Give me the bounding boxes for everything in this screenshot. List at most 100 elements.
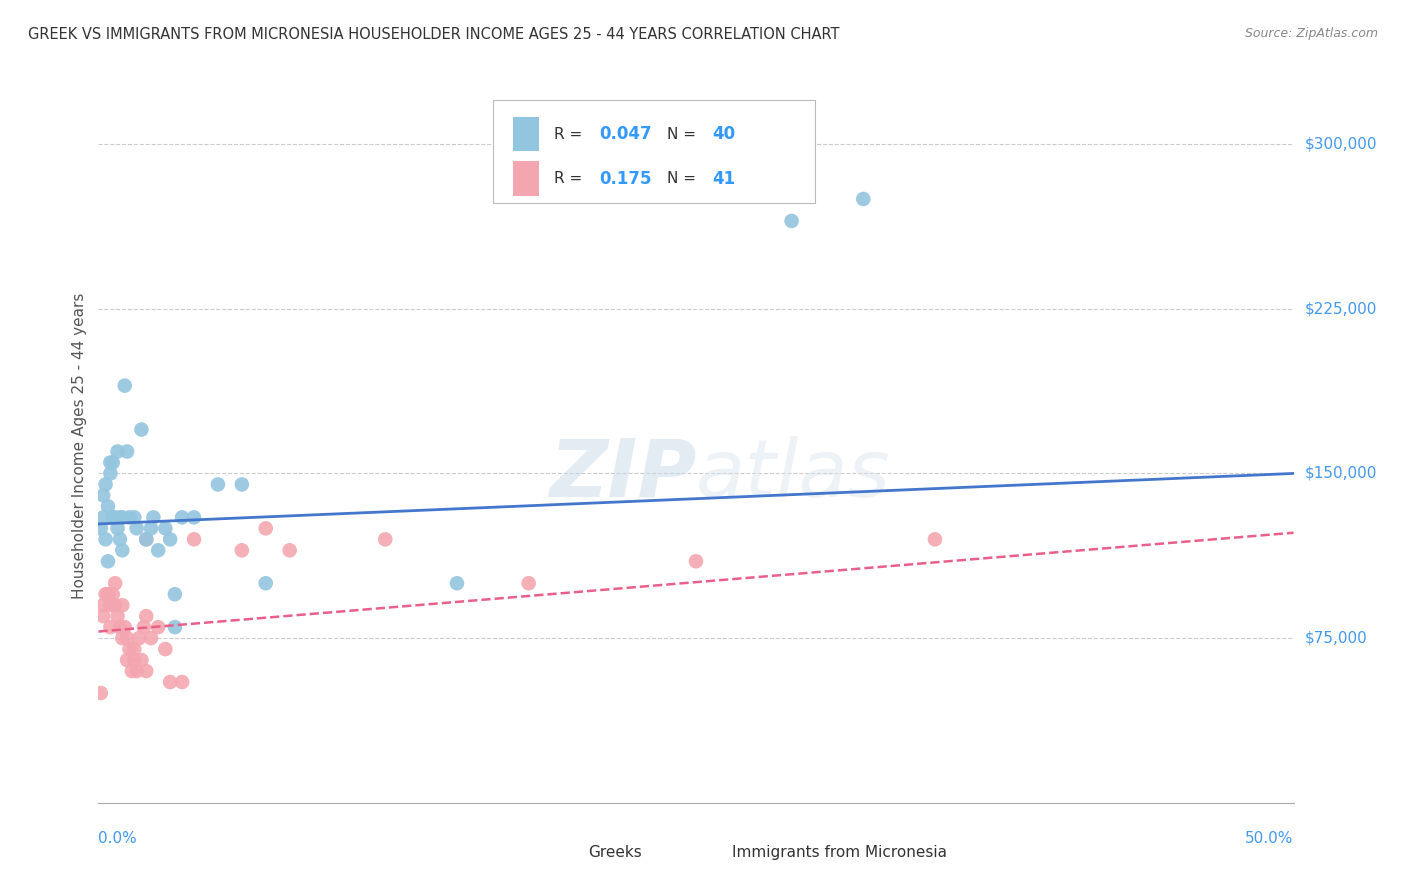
Point — [124, 642, 146, 657]
Point — [94, 477, 117, 491]
Y-axis label: Householder Income Ages 25 - 44 years: Householder Income Ages 25 - 44 years — [72, 293, 87, 599]
Point — [254, 521, 277, 535]
Point — [163, 587, 186, 601]
FancyBboxPatch shape — [696, 840, 723, 865]
Text: $225,000: $225,000 — [1305, 301, 1376, 317]
Text: GREEK VS IMMIGRANTS FROM MICRONESIA HOUSEHOLDER INCOME AGES 25 - 44 YEARS CORREL: GREEK VS IMMIGRANTS FROM MICRONESIA HOUS… — [28, 27, 839, 42]
Text: ZIP: ZIP — [548, 435, 696, 514]
Point — [108, 620, 131, 634]
Point — [98, 455, 122, 469]
Point — [114, 620, 136, 634]
Point — [98, 598, 122, 612]
FancyBboxPatch shape — [513, 117, 540, 152]
Point — [135, 664, 157, 678]
Point — [104, 510, 127, 524]
Point — [135, 609, 157, 624]
Point — [115, 631, 138, 645]
Point — [121, 664, 143, 678]
Point — [159, 675, 181, 690]
Text: 41: 41 — [713, 169, 735, 187]
Point — [517, 576, 540, 591]
Point — [90, 521, 112, 535]
Point — [98, 467, 122, 481]
Point — [97, 587, 120, 601]
Point — [132, 620, 155, 634]
Point — [183, 533, 205, 547]
Point — [135, 533, 157, 547]
Text: $300,000: $300,000 — [1305, 136, 1376, 152]
Point — [852, 192, 875, 206]
Point — [91, 598, 114, 612]
Point — [111, 631, 134, 645]
Point — [139, 631, 162, 645]
Text: 50.0%: 50.0% — [1246, 831, 1294, 847]
Point — [91, 488, 114, 502]
Point — [131, 653, 153, 667]
Point — [135, 533, 157, 547]
Point — [142, 510, 165, 524]
Point — [124, 653, 146, 667]
Point — [159, 533, 181, 547]
Point — [685, 554, 707, 568]
Point — [254, 576, 277, 591]
Text: 0.0%: 0.0% — [98, 831, 138, 847]
Point — [446, 576, 468, 591]
Text: N =: N = — [668, 171, 702, 186]
Text: 40: 40 — [713, 125, 735, 144]
Point — [111, 543, 134, 558]
FancyBboxPatch shape — [494, 100, 815, 203]
Text: Immigrants from Micronesia: Immigrants from Micronesia — [733, 846, 946, 860]
Point — [101, 587, 124, 601]
Point — [104, 576, 127, 591]
Point — [90, 686, 112, 700]
Point — [155, 642, 177, 657]
Point — [125, 664, 148, 678]
Point — [107, 521, 129, 535]
Point — [101, 510, 124, 524]
Point — [104, 598, 127, 612]
Point — [111, 598, 134, 612]
Text: Greeks: Greeks — [589, 846, 643, 860]
Text: 0.047: 0.047 — [599, 125, 652, 144]
Point — [163, 620, 186, 634]
Text: $150,000: $150,000 — [1305, 466, 1376, 481]
Point — [97, 554, 120, 568]
Point — [115, 653, 138, 667]
Point — [108, 510, 131, 524]
Point — [94, 587, 117, 601]
Point — [131, 423, 153, 437]
Point — [172, 675, 194, 690]
Text: N =: N = — [668, 127, 702, 142]
Point — [111, 510, 134, 524]
Text: R =: R = — [554, 171, 586, 186]
Point — [231, 477, 253, 491]
Point — [125, 521, 148, 535]
Point — [114, 378, 136, 392]
Point — [374, 533, 396, 547]
Text: 0.175: 0.175 — [599, 169, 651, 187]
Text: $75,000: $75,000 — [1305, 631, 1368, 646]
Point — [139, 521, 162, 535]
Point — [128, 631, 150, 645]
Point — [118, 510, 141, 524]
Point — [924, 533, 946, 547]
Point — [94, 533, 117, 547]
FancyBboxPatch shape — [553, 840, 579, 865]
Point — [118, 642, 141, 657]
Point — [98, 620, 122, 634]
Point — [780, 214, 803, 228]
Point — [231, 543, 253, 558]
Point — [207, 477, 229, 491]
Point — [108, 533, 131, 547]
Text: R =: R = — [554, 127, 586, 142]
Point — [124, 510, 146, 524]
Point — [91, 510, 114, 524]
Point — [107, 444, 129, 458]
Point — [91, 609, 114, 624]
Point — [172, 510, 194, 524]
Text: Source: ZipAtlas.com: Source: ZipAtlas.com — [1244, 27, 1378, 40]
Text: atlas: atlas — [696, 435, 891, 514]
Point — [155, 521, 177, 535]
Point — [148, 620, 170, 634]
Point — [278, 543, 301, 558]
